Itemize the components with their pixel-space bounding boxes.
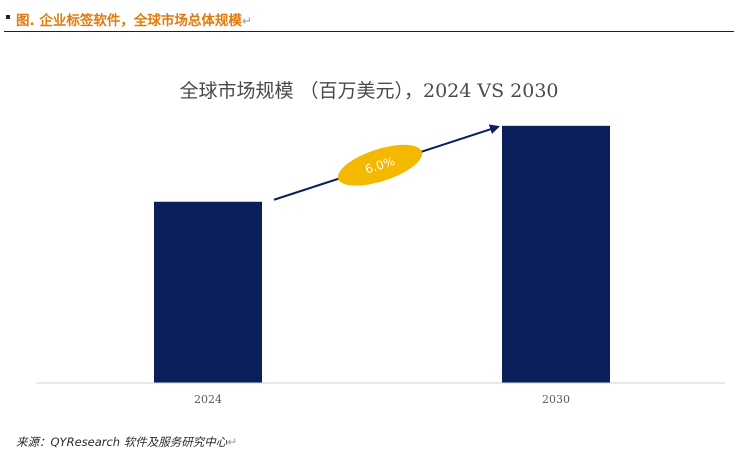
return-mark-icon: ↵ [227,435,238,449]
return-mark-icon: ↵ [241,14,252,28]
figure-title: 图. 企业标签软件，全球市场总体规模↵ [16,13,252,29]
bar-2024 [154,201,262,383]
growth-badge: 6.0% [337,144,423,186]
header-bullet-icon [6,15,10,19]
figure-header: 图. 企业标签软件，全球市场总体规模↵ [4,6,734,32]
growth-badge-shape [337,144,423,186]
x-tick-label-2030: 2030 [542,393,570,406]
source-note: 来源：QYResearch 软件及服务研究中心↵ [16,435,238,449]
chart-title: 全球市场规模 （百万美元），2024 VS 2030 [179,80,559,102]
x-tick-label-2024: 2024 [194,393,222,406]
bar-2030 [502,125,610,384]
